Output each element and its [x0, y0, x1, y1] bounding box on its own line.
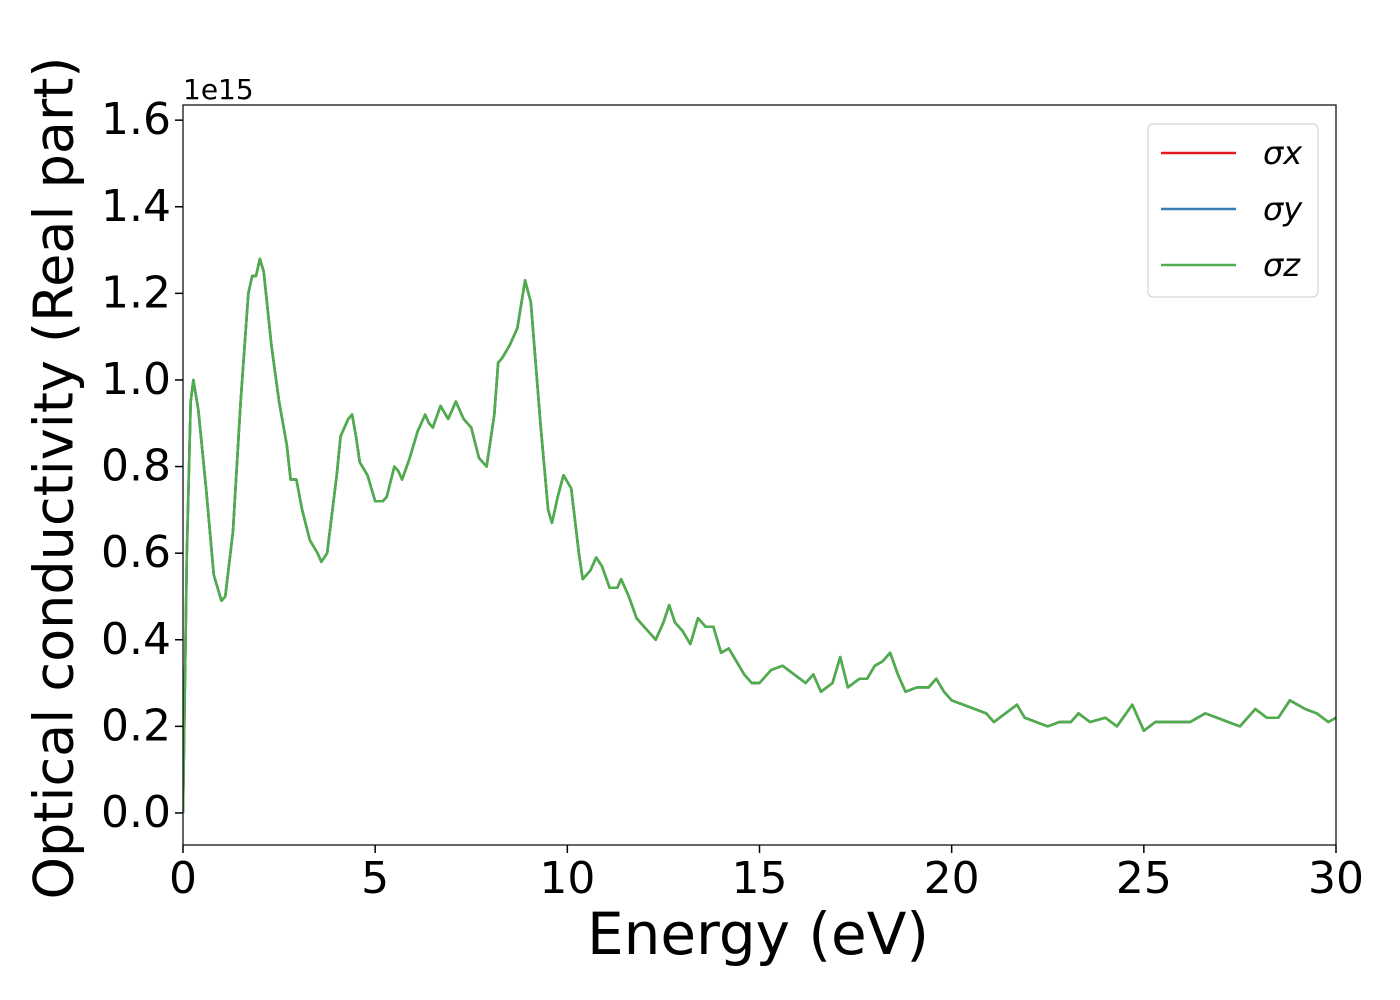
- legend-box: [1147, 123, 1319, 298]
- x-tick-label: 5: [361, 853, 389, 904]
- plot-frame: [182, 104, 1337, 846]
- legend-label: σy: [1263, 190, 1303, 228]
- y-tick-label: 1.2: [101, 267, 171, 318]
- x-tick-label: 30: [1308, 853, 1364, 904]
- y-tick-label: 1.0: [101, 354, 171, 405]
- y-tick-label: 0.4: [101, 614, 171, 665]
- offset-label: 1e15: [183, 73, 254, 106]
- y-axis-label: Optical conductivity (Real part): [23, 57, 86, 900]
- y-tick-label: 1.6: [101, 94, 171, 145]
- x-tick-label: 25: [1116, 853, 1172, 904]
- legend-label: σx: [1263, 134, 1303, 172]
- x-axis-label: Energy (eV): [587, 900, 929, 968]
- x-tick-label: 0: [169, 853, 197, 904]
- x-tick-label: 15: [732, 853, 788, 904]
- x-tick-label: 10: [539, 853, 595, 904]
- y-tick-label: 0.2: [101, 700, 171, 751]
- series-line: [183, 257, 1336, 813]
- series-line: [183, 257, 1336, 813]
- y-tick-label: 1.4: [101, 181, 171, 232]
- y-tick-label: 0.0: [101, 787, 171, 838]
- legend-label: σz: [1263, 246, 1301, 284]
- series-line: [183, 257, 1336, 813]
- y-tick-label: 0.6: [101, 527, 171, 578]
- y-tick-label: 0.8: [101, 441, 171, 492]
- x-tick-label: 20: [924, 853, 980, 904]
